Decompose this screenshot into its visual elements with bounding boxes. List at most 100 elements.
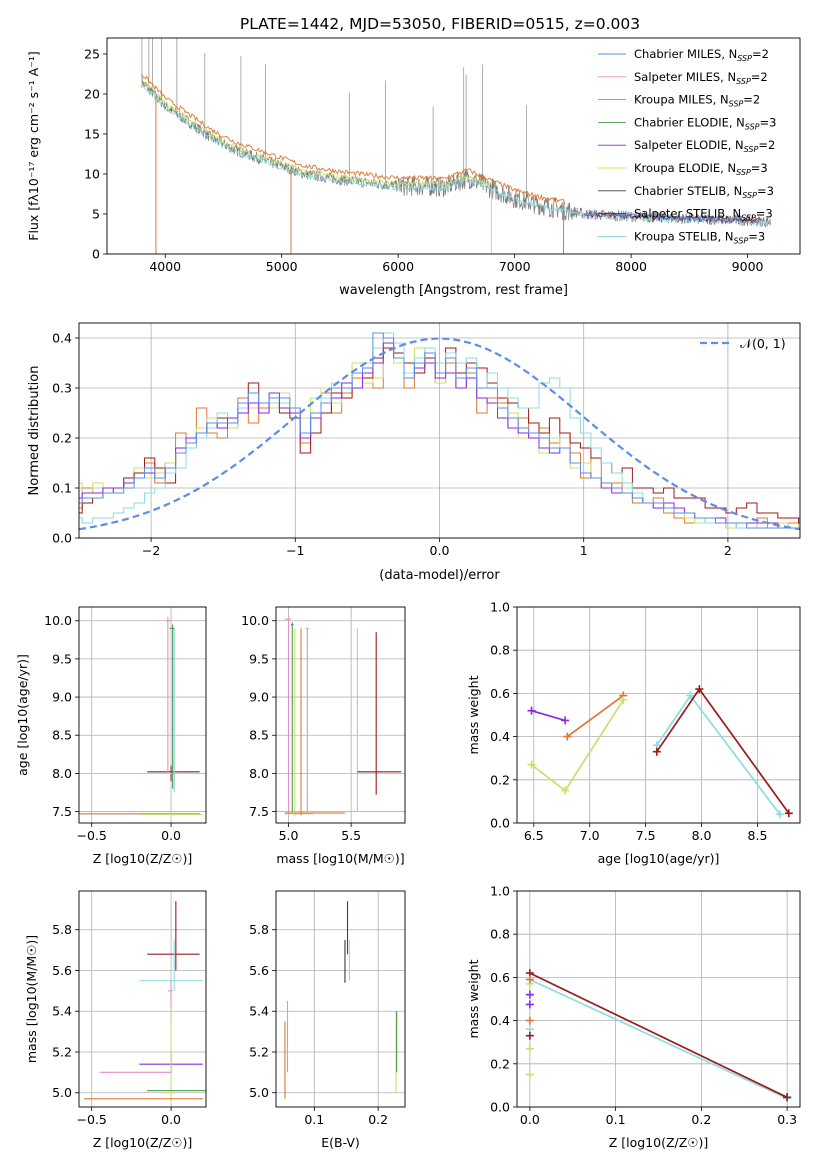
x-tick-label: 0.3	[777, 1112, 797, 1127]
legend-text: Chabrier STELIB, N	[634, 184, 742, 198]
model-spectrum	[141, 74, 566, 205]
x-tick-label: −1	[286, 543, 304, 558]
legend-subscript: SSP	[736, 77, 751, 86]
y-tick-label: 0.6	[490, 970, 510, 985]
legend-value: =2	[743, 93, 760, 107]
histogram-series	[79, 347, 800, 524]
x-tick-label: 0.0	[520, 1112, 540, 1127]
y-tick-label: 9.0	[249, 690, 269, 705]
plus-marker	[563, 732, 572, 741]
y-tick-label: 0.4	[490, 729, 510, 744]
model-spectrum	[141, 82, 772, 227]
x-tick-label: 0.2	[691, 1112, 711, 1127]
legend-value: =3	[760, 115, 777, 129]
figure-title: PLATE=1442, MJD=53050, FIBERID=0515, z=0…	[240, 15, 640, 33]
weight-series	[656, 694, 781, 815]
histogram-lines	[79, 332, 800, 531]
y-tick-label: 5.8	[52, 922, 72, 937]
axes-frame	[106, 37, 801, 255]
legend-label: Salpeter ELODIE, NSSP=2	[634, 138, 775, 154]
legend-value: =3	[751, 161, 768, 175]
axes-frame	[78, 890, 207, 1108]
legend-subscript: SSP	[734, 236, 749, 245]
plus-marker	[525, 990, 534, 999]
legend-label: Kroupa ELODIE, NSSP=3	[634, 161, 768, 177]
y-axis-label: mass weight	[466, 675, 481, 754]
z_age-errorbars	[79, 616, 206, 818]
x-axis-label: age [log10(age/yr)]	[598, 851, 720, 866]
weight-series	[531, 709, 566, 722]
z_weight-lines	[525, 969, 792, 1103]
x-tick-label: 8.0	[692, 828, 712, 843]
spectrum-axes: 4000 5000 6000 7000 8000 9000 0 5 10 15 20 25	[84, 47, 763, 275]
mass_age-axes: 5.0 5.5 7.5 8.0 8.5 9.0 9.5 10.0	[241, 607, 405, 843]
weight-series	[656, 687, 790, 814]
weight-series	[530, 699, 625, 792]
legend-text: Kroupa MILES, N	[634, 93, 729, 107]
y-axis-label: Normed distribution	[27, 366, 42, 496]
y-tick-label: 8.5	[249, 728, 269, 743]
legend-label: Chabrier ELODIE, NSSP=3	[634, 115, 776, 131]
legend-text: Kroupa ELODIE, N	[634, 161, 736, 175]
x-tick-label: 6.5	[524, 828, 544, 843]
axes-frame	[516, 890, 801, 1108]
x-tick-label: −0.5	[77, 828, 107, 843]
y-axis-label: Flux [fλ10⁻¹⁷ erg cm⁻² s⁻¹ A⁻¹]	[26, 51, 41, 240]
y-tick-label: 5.0	[249, 1085, 269, 1100]
age_weight-axes: 6.5 7.0 7.5 8.0 8.5 0.0 0.2 0.4 0.6 0.8 1.0	[490, 600, 800, 843]
plus-marker	[525, 1031, 534, 1040]
x-tick-label: 5.0	[279, 828, 299, 843]
plus-marker	[686, 691, 695, 700]
y-tick-label: 5.4	[52, 1004, 72, 1019]
weight-series	[566, 694, 624, 738]
y-tick-label: 5	[92, 207, 100, 222]
plus-marker	[527, 760, 536, 769]
y-tick-label: 5.6	[52, 963, 72, 978]
y-tick-label: 0.2	[490, 772, 510, 787]
axes-frame	[516, 606, 801, 824]
x-tick-label: 2	[724, 543, 732, 558]
y-tick-label: 5.0	[52, 1085, 72, 1100]
y-tick-label: 25	[84, 47, 100, 62]
y-tick-label: 0.6	[490, 686, 510, 701]
x-tick-label: 0.0	[161, 828, 181, 843]
legend-text: Salpeter STELIB, N	[634, 207, 741, 221]
histogram-series	[79, 337, 800, 529]
y-tick-label: 7.5	[52, 804, 72, 819]
y-tick-label: 0.4	[490, 1013, 510, 1028]
model-spectrum	[584, 209, 760, 224]
y-tick-label: 9.5	[249, 651, 269, 666]
y-tick-label: 10	[84, 167, 100, 182]
axes-frame	[275, 606, 406, 824]
y-tick-label: 5.4	[249, 1004, 269, 1019]
legend-text: Chabrier MILES, N	[634, 47, 737, 61]
y-tick-label: 15	[84, 127, 100, 142]
legend-text: Salpeter MILES, N	[634, 70, 736, 84]
y-tick-label: 7.5	[249, 804, 269, 819]
legend-label: Kroupa STELIB, NSSP=3	[634, 229, 765, 245]
y-tick-label: 8.0	[249, 766, 269, 781]
legend-text: Chabrier ELODIE, N	[634, 115, 745, 129]
axes-frame	[78, 322, 801, 539]
legend-subscript: SSP	[744, 145, 759, 154]
y-axis-label: age [log10(age/yr)]	[15, 654, 30, 776]
x-axis-label: E(B-V)	[321, 1135, 360, 1150]
plus-marker	[783, 1093, 792, 1102]
x-tick-label: 5000	[266, 259, 298, 274]
plus-marker	[561, 716, 570, 725]
x-tick-label: 0.2	[368, 1112, 388, 1127]
plus-marker	[695, 685, 704, 694]
plus-marker	[652, 747, 661, 756]
y-tick-label: 8.5	[52, 728, 72, 743]
y-tick-label: 10.0	[241, 613, 269, 628]
plus-marker	[525, 1000, 534, 1009]
x-tick-label: 8.5	[748, 828, 768, 843]
y-axis-label: mass weight	[466, 959, 481, 1038]
legend-value: =2	[751, 70, 768, 84]
legend-text: Kroupa STELIB, N	[634, 229, 734, 243]
x-axis-label: Z [log10(Z/Z☉)]	[93, 851, 193, 866]
z_mass-axes: −0.5 0.0 5.0 5.2 5.4 5.6 5.8	[52, 891, 206, 1127]
data-spectrum	[141, 77, 772, 228]
y-tick-label: 9.5	[52, 651, 72, 666]
